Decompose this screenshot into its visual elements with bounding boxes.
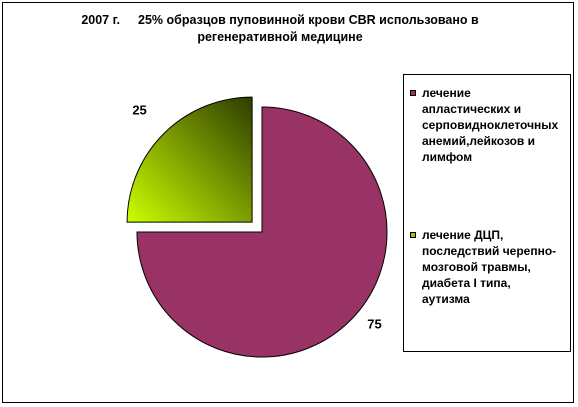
legend-label-0: лечение апластических и серповидноклеточ…: [422, 86, 559, 164]
chart-title-text: 25% образцов пуповинной крови CBR исполь…: [138, 13, 479, 44]
legend-swatch-1: [410, 232, 416, 238]
legend-swatch-0: [410, 90, 416, 96]
legend-label-1: лечение ДЦП, последствий черепно- мозгов…: [422, 228, 557, 306]
chart-title: 2007 г. 25% образцов пуповинной крови CBR…: [40, 12, 520, 46]
pie-slice-1: [126, 96, 253, 223]
pie-slice-0: [136, 106, 388, 358]
slice-value-label-0: 75: [367, 317, 381, 332]
chart-title-year: 2007 г.: [81, 13, 121, 27]
legend: лечение апластических и серповидноклеточ…: [403, 74, 571, 352]
slice-value-label-1: 25: [132, 103, 146, 118]
